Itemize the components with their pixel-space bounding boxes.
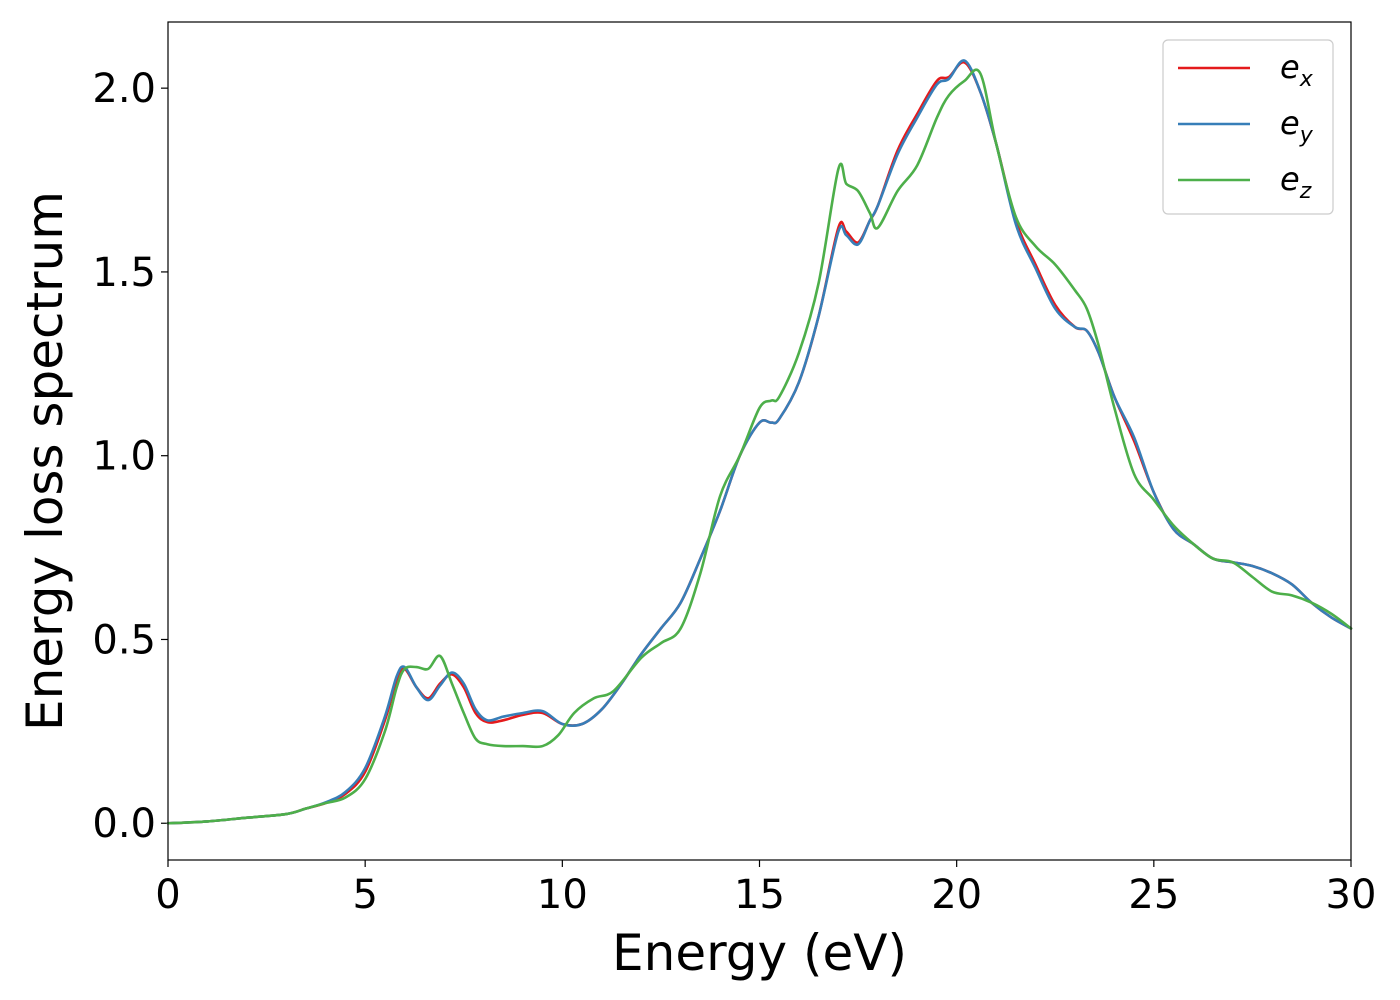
y-tick-label: 0.5: [92, 617, 156, 663]
y-tick-label: 1.5: [92, 250, 156, 296]
legend-label: ez: [1280, 160, 1312, 204]
x-axis-label: Energy (eV): [612, 924, 907, 982]
plot-area-frame: [167, 21, 1352, 861]
x-axis-ticks: 0 5 10 15 20 25 30: [155, 860, 1376, 918]
legend-label-subscript: z: [1299, 179, 1312, 204]
y-axis-label: Energy loss spectrum: [16, 191, 74, 731]
series-line-e-y: [166, 59, 1353, 825]
legend-label-main: e: [1280, 48, 1300, 86]
y-tick-label: 1.0: [92, 434, 156, 480]
legend-label-subscript: x: [1299, 67, 1314, 92]
x-tick-label: 20: [931, 872, 982, 918]
x-tick-label: 30: [1326, 872, 1377, 918]
x-tick-label: 0: [155, 872, 180, 918]
legend-item-e-y: ey: [1178, 104, 1314, 148]
legend-item-e-z: ez: [1178, 160, 1312, 204]
legend-box: [1162, 39, 1334, 215]
y-axis-ticks: 0.0 0.5 1.0 1.5 2.0: [92, 66, 168, 847]
legend-label-main: e: [1280, 160, 1300, 198]
legend-item-e-x: ex: [1178, 48, 1314, 92]
x-tick-label: 15: [734, 872, 785, 918]
y-tick-label: 0.0: [92, 801, 156, 847]
y-tick-label: 2.0: [92, 66, 156, 112]
x-tick-label: 5: [352, 872, 377, 918]
series-line-e-z: [166, 68, 1353, 825]
x-tick-label: 10: [537, 872, 588, 918]
legend-label: ex: [1280, 48, 1314, 92]
x-tick-label: 25: [1128, 872, 1179, 918]
legend-label: ey: [1280, 104, 1314, 148]
legend-label-subscript: y: [1299, 123, 1314, 148]
legend-label-main: e: [1280, 104, 1300, 142]
series-lines: [166, 59, 1353, 825]
